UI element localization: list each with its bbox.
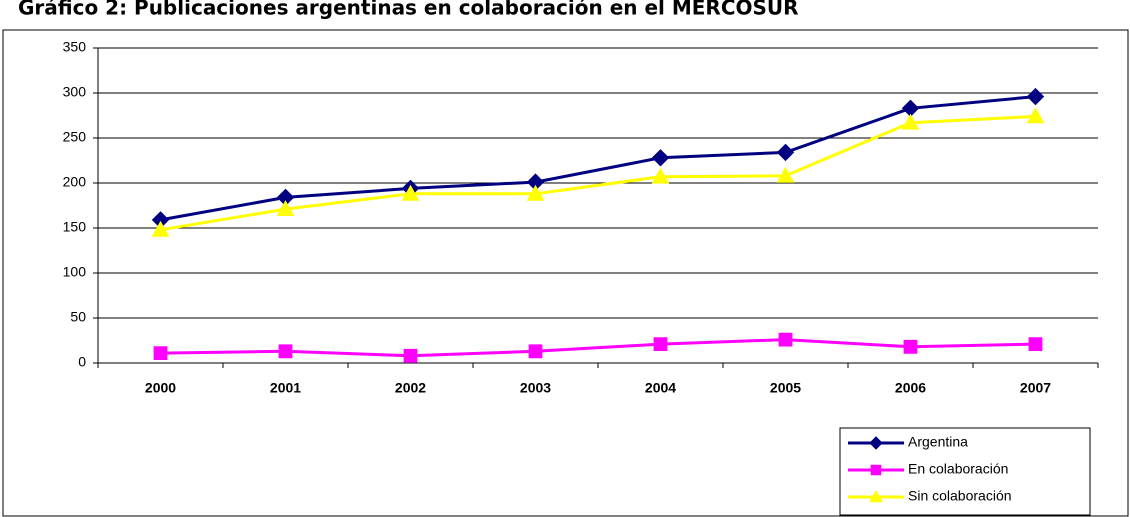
marker	[651, 149, 670, 167]
series-line	[160, 338, 1036, 358]
x-tick-label: 2005	[770, 380, 801, 396]
marker	[526, 184, 545, 201]
marker	[153, 346, 168, 360]
legend-label: En colaboración	[908, 461, 1008, 477]
marker	[278, 344, 293, 359]
marker	[903, 339, 918, 354]
x-tick-label: 2004	[645, 380, 676, 396]
y-tick-label: 250	[63, 129, 87, 145]
y-tick-label: 50	[70, 309, 86, 325]
marker	[776, 166, 795, 183]
marker	[401, 184, 420, 201]
x-tick-label: 2002	[395, 380, 426, 396]
x-tick-label: 2007	[1020, 380, 1051, 396]
marker	[776, 143, 795, 162]
marker	[901, 113, 920, 130]
x-tick-label: 2001	[270, 380, 301, 396]
y-tick-label: 350	[63, 39, 87, 55]
marker	[276, 200, 295, 216]
marker	[403, 348, 418, 363]
y-tick-label: 150	[63, 219, 87, 235]
marker	[151, 220, 170, 237]
x-tick-label: 2003	[520, 380, 551, 396]
marker	[1026, 87, 1045, 106]
y-tick-label: 200	[63, 174, 87, 190]
series-line	[160, 114, 1036, 232]
x-tick-label: 2000	[145, 380, 176, 396]
marker	[870, 464, 882, 476]
chart-title: Gráfico 2: Publicaciones argentinas en c…	[18, 0, 799, 20]
y-tick-label: 100	[63, 264, 87, 280]
marker	[528, 344, 543, 359]
marker	[1026, 107, 1045, 124]
y-tick-label: 0	[78, 354, 86, 370]
legend-label: Argentina	[908, 434, 968, 450]
marker	[653, 337, 668, 351]
series-line	[160, 95, 1036, 222]
marker	[869, 489, 883, 503]
y-tick-label: 300	[63, 84, 87, 100]
marker	[869, 436, 883, 450]
marker	[651, 167, 670, 184]
legend-label: Sin colaboración	[908, 488, 1012, 504]
marker	[778, 332, 793, 347]
x-tick-label: 2006	[895, 380, 926, 396]
marker	[1028, 337, 1043, 351]
